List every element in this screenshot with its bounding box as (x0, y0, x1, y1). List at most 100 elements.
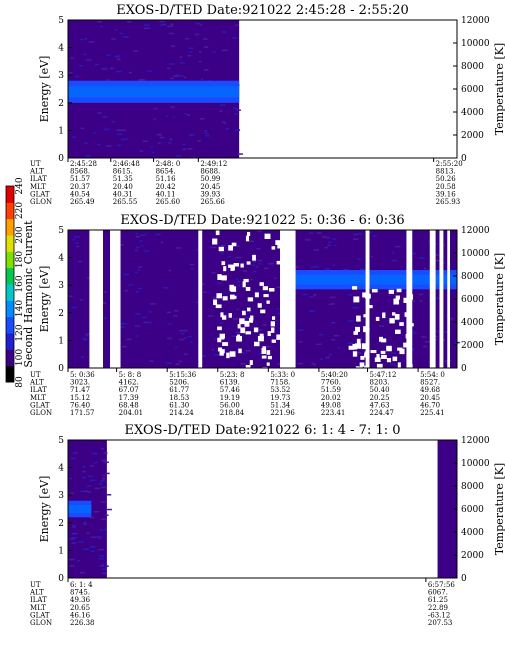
y2-tick-label: 10000 (461, 39, 490, 49)
heatmap-cell (96, 20, 102, 23)
heatmap-cell (135, 249, 138, 252)
heatmap-cell (71, 542, 77, 544)
heatmap-cell (357, 258, 362, 261)
heatmap-cell (445, 315, 449, 317)
data-gap-cell (247, 231, 251, 237)
colorbar-swatch (6, 349, 14, 367)
data-gap (89, 230, 104, 368)
colorbar-swatch (6, 186, 14, 203)
heatmap-cell (101, 486, 106, 489)
ephemeris-value: 39.93 (200, 190, 220, 198)
heatmap-cell (298, 362, 304, 365)
heatmap-cell (238, 284, 241, 287)
heatmap-cell (232, 37, 237, 39)
data-gap-cell (386, 345, 392, 352)
heatmap-cell (190, 156, 196, 159)
heatmap-cell (119, 32, 123, 35)
ephemeris-row-label: ILAT (30, 386, 47, 394)
heatmap-cell (221, 244, 225, 247)
colorbar-swatch (6, 333, 14, 350)
heatmap-cell (378, 325, 385, 327)
colorbar (5, 185, 15, 383)
data-gap-cell (229, 351, 236, 357)
heatmap-cell (257, 329, 263, 331)
heatmap-cell (83, 521, 87, 524)
heatmap-cell (421, 336, 427, 338)
heatmap-tail-fill (437, 440, 457, 578)
ephemeris-value: 39.16 (436, 190, 457, 198)
data-gap-cell (267, 331, 271, 337)
heatmap-cell (210, 246, 217, 249)
data-gap (439, 230, 444, 368)
y-axis-label: Energy [eV] (38, 56, 51, 123)
heatmap-cell (165, 115, 169, 118)
data-gap-cell (222, 342, 229, 346)
heatmap-cell (170, 106, 175, 108)
heatmap-cell (180, 62, 185, 64)
data-gap-cell (238, 338, 242, 342)
data-gap-cell (391, 312, 396, 316)
heatmap-cell (203, 291, 207, 294)
heatmap-cell (84, 142, 88, 144)
colorbar-label: Second Harmonic Current (22, 220, 35, 368)
ephemeris-value: 51.34 (270, 401, 291, 409)
heatmap-cell (85, 155, 91, 157)
data-gap-cell (395, 329, 401, 334)
heatmap-cell (331, 303, 335, 305)
heatmap-cell (106, 54, 111, 56)
heatmap-cell (187, 55, 192, 57)
heatmap-cell (159, 20, 165, 23)
heatmap-cell (234, 113, 239, 115)
heatmap-cell (121, 138, 124, 141)
ephemeris-value: 225.41 (420, 409, 445, 417)
heatmap-cell (309, 296, 315, 298)
data-gap-cell (355, 343, 361, 349)
data-gap-cell (408, 323, 414, 327)
heatmap-cell (297, 329, 304, 331)
data-gap-cell (403, 297, 407, 303)
heatmap-cell (190, 341, 193, 343)
data-gap-cell (238, 348, 242, 354)
heatmap-cell (142, 316, 147, 319)
data-gap-cell (403, 342, 409, 348)
heatmap-cell (216, 348, 219, 351)
data-gap-cell (362, 292, 367, 298)
y2-tick-label: 8000 (461, 482, 484, 492)
y-tick-label: 4 (58, 254, 64, 264)
heatmap-cell (94, 461, 98, 464)
heatmap-cell (83, 523, 87, 525)
y-tick-label: 0 (58, 154, 64, 164)
heatmap-cell (276, 246, 279, 249)
heatmap-cell (139, 240, 143, 242)
heatmap-cell (128, 71, 132, 74)
y2-axis-label: Temperature [K] (493, 463, 505, 555)
heatmap-cell (100, 480, 105, 482)
data-gap-cell (407, 346, 412, 353)
heatmap-cell (115, 70, 122, 73)
heatmap-cell (68, 477, 72, 480)
data-gap-cell (245, 235, 250, 242)
heatmap-cell (121, 322, 124, 325)
heatmap-cell (98, 555, 105, 557)
heatmap-cell (87, 485, 92, 487)
heatmap-cell (120, 323, 127, 325)
heatmap-cell (235, 24, 239, 26)
data-gap-cell (223, 266, 227, 272)
heatmap-cell (236, 308, 239, 311)
heatmap-cell (135, 325, 141, 328)
colorbar-swatch (6, 267, 14, 285)
data-gap-cell (262, 367, 268, 373)
data-gap-cell (250, 315, 254, 321)
heatmap-cell (179, 75, 185, 77)
ephemeris-value: 8615. (113, 168, 133, 176)
heatmap-cell (80, 127, 85, 130)
colorbar-swatch (6, 202, 14, 220)
ephemeris-value: 20.58 (436, 183, 456, 191)
heatmap-cell (157, 142, 161, 144)
ephemeris-value: 18.53 (169, 394, 189, 402)
heatmap-cell (102, 302, 107, 304)
heatmap-cell (72, 136, 77, 138)
heatmap-cell (90, 516, 94, 519)
heatmap-cell (167, 142, 172, 144)
ephemeris-value: 46.70 (420, 401, 440, 409)
